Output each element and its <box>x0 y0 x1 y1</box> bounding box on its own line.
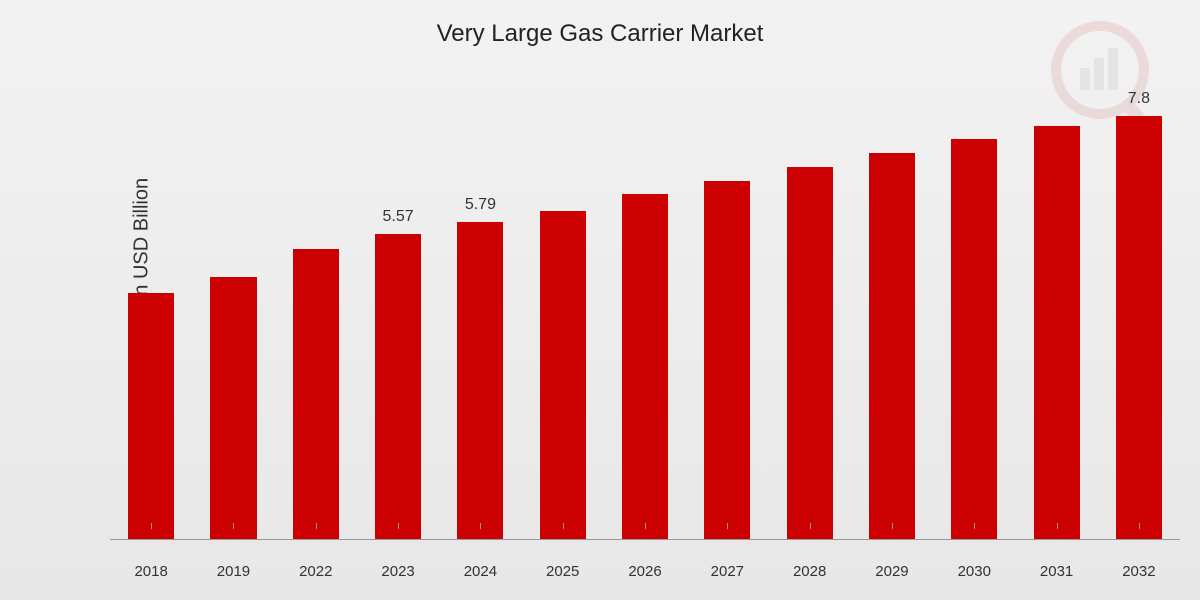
x-tick <box>727 523 728 529</box>
x-tick <box>810 523 811 529</box>
chart-title: Very Large Gas Carrier Market <box>0 20 1200 48</box>
bar-value-label: 7.8 <box>1128 90 1150 110</box>
x-tick <box>480 523 481 529</box>
x-tick <box>1057 523 1058 529</box>
bar-value-label: 5.57 <box>383 208 414 228</box>
x-category-label: 2032 <box>1098 563 1180 580</box>
bar <box>457 222 503 540</box>
bar <box>1116 116 1162 540</box>
x-category-label: 2028 <box>769 563 851 580</box>
bar-wrap <box>686 90 768 540</box>
bar-wrap: 5.79 <box>439 90 521 540</box>
x-category-label: 2022 <box>275 563 357 580</box>
x-tick <box>645 523 646 529</box>
x-category-label: 2023 <box>357 563 439 580</box>
x-category-label: 2019 <box>192 563 274 580</box>
x-axis-baseline <box>110 539 1180 540</box>
x-category-label: 2018 <box>110 563 192 580</box>
bar <box>1034 126 1080 540</box>
bar-wrap <box>192 90 274 540</box>
bars-container: 5.57 5.79 7.8 <box>110 90 1180 540</box>
bar <box>540 211 586 540</box>
x-tick <box>151 523 152 529</box>
bar-wrap <box>933 90 1015 540</box>
x-category-label: 2031 <box>1015 563 1097 580</box>
bar-wrap <box>110 90 192 540</box>
bar-wrap <box>522 90 604 540</box>
x-tick <box>1139 523 1140 529</box>
bar-value-label: 5.79 <box>465 196 496 216</box>
x-category-label: 2024 <box>439 563 521 580</box>
bar <box>622 194 668 540</box>
bar-wrap <box>1015 90 1097 540</box>
x-category-label: 2027 <box>686 563 768 580</box>
plot-area: 5.57 5.79 7.8 <box>110 90 1180 540</box>
x-axis-labels: 2018201920222023202420252026202720282029… <box>110 563 1180 580</box>
x-tick <box>974 523 975 529</box>
x-tick <box>398 523 399 529</box>
bar <box>375 234 421 540</box>
bar-wrap: 5.57 <box>357 90 439 540</box>
bar-wrap: 7.8 <box>1098 90 1180 540</box>
x-tick <box>233 523 234 529</box>
bar <box>787 167 833 540</box>
x-tick <box>316 523 317 529</box>
bar <box>869 153 915 540</box>
bar-wrap <box>851 90 933 540</box>
bar-wrap <box>604 90 686 540</box>
bar <box>128 293 174 540</box>
x-category-label: 2026 <box>604 563 686 580</box>
bar <box>210 277 256 540</box>
x-tick <box>563 523 564 529</box>
bar <box>704 181 750 540</box>
bar <box>951 139 997 540</box>
bar <box>293 249 339 540</box>
x-category-label: 2029 <box>851 563 933 580</box>
bar-wrap <box>275 90 357 540</box>
x-category-label: 2030 <box>933 563 1015 580</box>
x-tick <box>892 523 893 529</box>
bar-wrap <box>769 90 851 540</box>
x-category-label: 2025 <box>522 563 604 580</box>
